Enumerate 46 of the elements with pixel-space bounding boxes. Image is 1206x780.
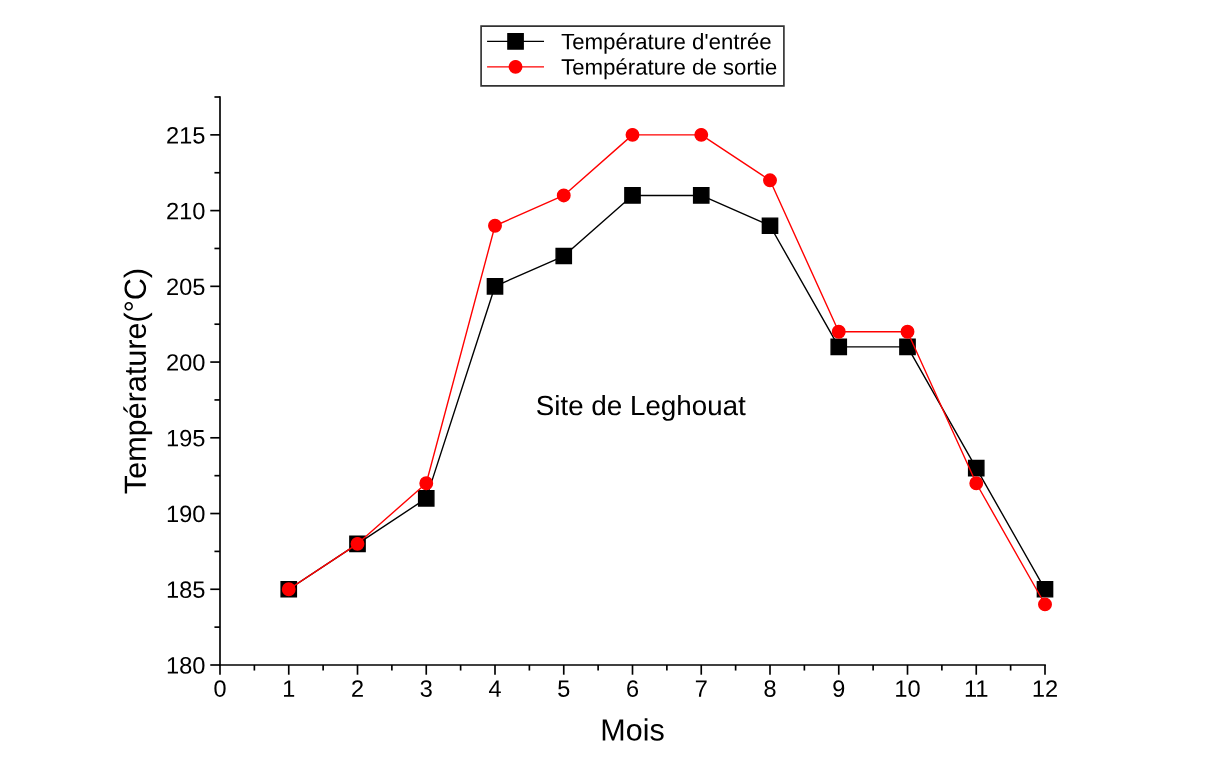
x-tick-label: 6 [627,680,639,697]
point [488,218,502,233]
y-tick-label: 180 [167,657,205,674]
x-tick-label: 11 [965,680,988,697]
x-tick-label: 10 [896,680,920,697]
point [1038,597,1052,612]
x-tick-label: 9 [833,680,845,697]
point [486,277,504,295]
point [761,217,779,235]
y-tick-label: 210 [167,202,205,220]
x-tick-label: 0 [214,680,226,697]
x-tick-label: 1 [283,680,295,697]
point [692,187,710,204]
point [1036,580,1054,598]
y-tick-label: 190 [167,505,205,523]
point [969,476,984,491]
x-tick-label: 7 [695,680,707,697]
point [419,476,434,491]
legend-label: Température d'entrée [561,32,771,54]
point [625,127,640,142]
point [555,247,573,265]
legend-label: Température de sortie [561,58,777,80]
point [694,127,709,142]
y-tick-label: 205 [167,278,205,296]
y-tick-label: 200 [167,354,205,371]
x-tick-label: 5 [558,680,570,697]
annotation: Site de Leghouat [536,394,746,421]
y-tick-label: 195 [167,429,205,447]
point [967,459,985,477]
point [763,173,777,188]
point [831,324,846,339]
x-tick-label: 3 [420,680,432,697]
x-tick-label: 12 [1033,680,1057,697]
y-tick-label: 215 [167,126,205,144]
point [830,338,848,356]
x-tick-label: 2 [352,680,363,697]
x-axis-title: Mois [602,718,664,741]
point [899,338,916,356]
y-axis-title: Température(°C) [123,269,153,494]
point [900,324,915,339]
point [556,188,571,203]
y-tick-label: 185 [167,581,205,599]
x-tick-label: 8 [764,680,776,697]
point [417,490,435,507]
x-tick-label: 4 [488,680,501,697]
point [624,187,641,204]
